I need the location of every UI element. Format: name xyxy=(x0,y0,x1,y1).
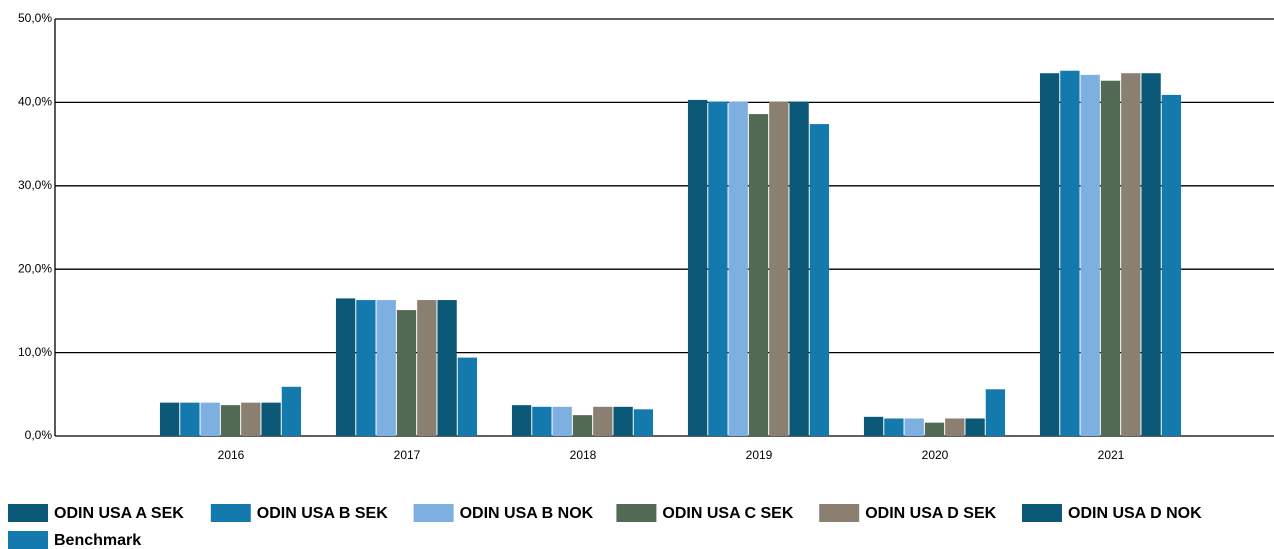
legend-label: ODIN USA D SEK xyxy=(865,505,996,522)
bar xyxy=(728,101,748,436)
bar xyxy=(985,389,1006,436)
bar xyxy=(904,418,924,436)
legend-swatch xyxy=(1022,504,1062,522)
bar xyxy=(1039,73,1060,437)
bar xyxy=(1080,74,1100,437)
bar xyxy=(1100,80,1121,436)
bar xyxy=(417,300,437,436)
bar xyxy=(457,357,478,436)
bar xyxy=(789,101,809,436)
legend-swatch xyxy=(819,504,860,522)
bar xyxy=(552,406,572,436)
x-tick-label: 2021 xyxy=(1098,448,1125,462)
legend-label: Benchmark xyxy=(54,532,141,549)
bar xyxy=(335,298,356,436)
bar xyxy=(1060,70,1080,436)
bar xyxy=(511,405,532,436)
legend-label: ODIN USA A SEK xyxy=(54,505,184,522)
legend-swatch xyxy=(413,504,454,522)
legend-swatch xyxy=(616,504,657,522)
bar xyxy=(220,405,241,436)
bar xyxy=(180,402,200,436)
legend-label: ODIN USA B NOK xyxy=(460,505,594,522)
bar xyxy=(261,402,281,436)
bar xyxy=(241,402,261,436)
x-tick-label: 2019 xyxy=(746,448,773,462)
bar xyxy=(532,406,552,436)
legend-swatch xyxy=(8,531,48,549)
bar xyxy=(593,406,613,436)
bar xyxy=(159,402,180,436)
y-tick-label: 10,0% xyxy=(18,345,52,359)
bar xyxy=(1121,73,1141,437)
bar xyxy=(200,402,220,436)
legend-swatch xyxy=(210,504,251,522)
bar xyxy=(356,300,376,436)
bar xyxy=(613,406,633,436)
bar xyxy=(281,386,302,436)
y-tick-label: 0,0% xyxy=(25,428,53,442)
bar xyxy=(396,310,417,436)
bar xyxy=(1161,94,1182,437)
x-tick-label: 2018 xyxy=(570,448,597,462)
bar xyxy=(809,124,830,437)
bar xyxy=(769,101,789,436)
bar xyxy=(884,418,904,436)
bar xyxy=(965,418,985,436)
y-tick-label: 20,0% xyxy=(18,261,52,275)
x-tick-label: 2020 xyxy=(922,448,949,462)
bar xyxy=(633,409,654,436)
y-tick-label: 50,0% xyxy=(18,11,52,25)
y-tick-label: 40,0% xyxy=(18,95,52,109)
y-tick-label: 30,0% xyxy=(18,178,52,192)
legend-swatch xyxy=(8,504,48,522)
bar xyxy=(748,114,769,437)
bar xyxy=(572,415,593,436)
bar xyxy=(708,101,728,436)
legend-label: ODIN USA D NOK xyxy=(1068,505,1202,522)
legend-label: ODIN USA C SEK xyxy=(662,505,793,522)
legend-label: ODIN USA B SEK xyxy=(257,505,388,522)
bar xyxy=(376,300,396,436)
x-tick-label: 2016 xyxy=(218,448,245,462)
bar xyxy=(437,300,457,436)
bar xyxy=(687,99,708,436)
bar xyxy=(863,416,884,436)
bar xyxy=(1141,73,1161,437)
x-tick-label: 2017 xyxy=(394,448,421,462)
bar xyxy=(945,418,965,436)
bar xyxy=(924,422,945,436)
